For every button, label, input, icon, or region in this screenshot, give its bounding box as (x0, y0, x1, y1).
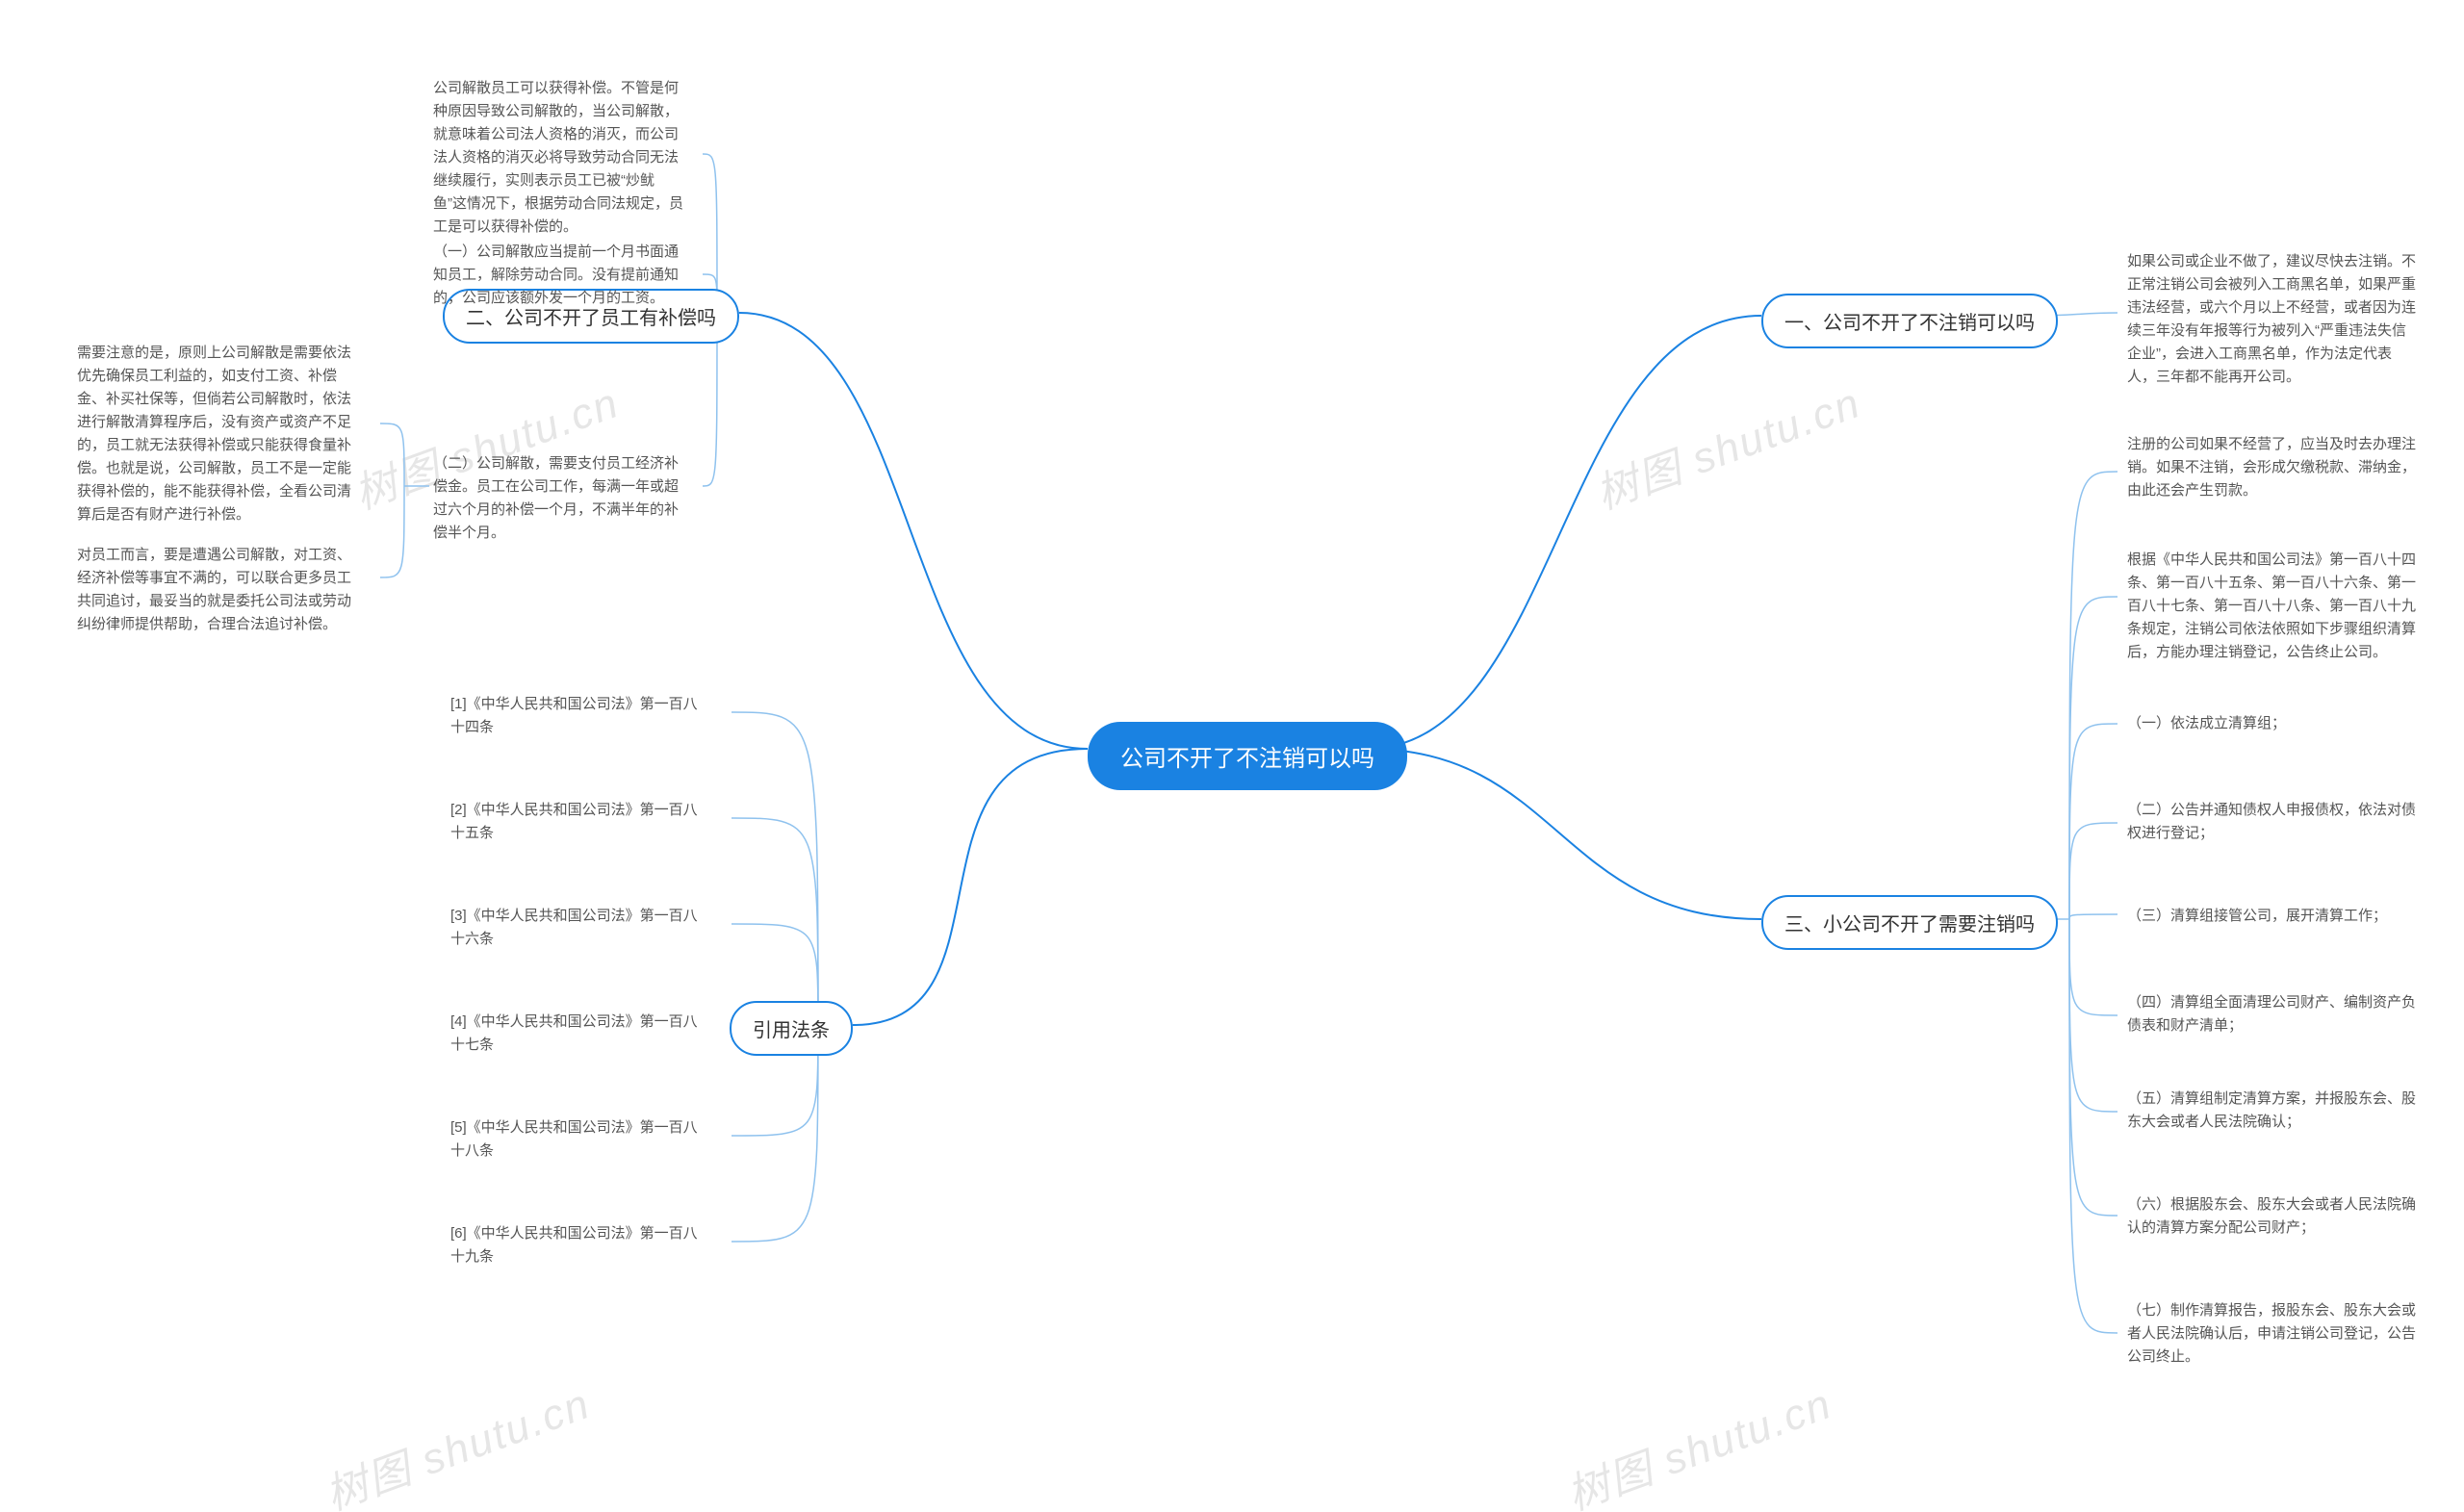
leaf-b4-4: [5]《中华人民共和国公司法》第一百八十八条 (450, 1116, 701, 1163)
watermark: 树图 shutu.cn (1557, 1370, 1839, 1512)
branch-node-1[interactable]: 一、公司不开了不注销可以吗 (1761, 294, 2058, 348)
leaf-b4-3: [4]《中华人民共和国公司法》第一百八十七条 (450, 1011, 701, 1057)
leaf-b3-7: （六）根据股东会、股东大会或者人民法院确认的清算方案分配公司财产； (2127, 1193, 2416, 1240)
leaf-b1-0: 如果公司或企业不做了，建议尽快去注销。不正常注销公司会被列入工商黑名单，如果严重… (2127, 250, 2416, 389)
watermark: 树图 shutu.cn (316, 1370, 598, 1512)
leaf-b2-1: （一）公司解散应当提前一个月书面通知员工，解除劳动合同。没有提前通知的，公司应该… (433, 241, 683, 310)
mindmap-center-node[interactable]: 公司不开了不注销可以吗 (1088, 722, 1407, 790)
leaf-b4-1: [2]《中华人民共和国公司法》第一百八十五条 (450, 799, 701, 845)
leaf-b4-2: [3]《中华人民共和国公司法》第一百八十六条 (450, 905, 701, 951)
leaf-b3-8: （七）制作清算报告，报股东会、股东大会或者人民法院确认后，申请注销公司登记，公告… (2127, 1299, 2416, 1369)
leaf-b4-0: [1]《中华人民共和国公司法》第一百八十四条 (450, 693, 701, 739)
branch-node-4[interactable]: 引用法条 (730, 1001, 853, 1056)
leaf-b3-3: （二）公告并通知债权人申报债权，依法对债权进行登记； (2127, 799, 2416, 845)
leaf-b3-6: （五）清算组制定清算方案，并报股东会、股东大会或者人民法院确认； (2127, 1088, 2416, 1134)
leaf-b2-0: 公司解散员工可以获得补偿。不管是何种原因导致公司解散的，当公司解散，就意味着公司… (433, 77, 683, 239)
leaf-b3-2: （一）依法成立清算组； (2127, 712, 2286, 735)
leaf-b4-5: [6]《中华人民共和国公司法》第一百八十九条 (450, 1222, 701, 1269)
leaf-b3-0: 注册的公司如果不经营了，应当及时去办理注销。如果不注销，会形成欠缴税款、滞纳金，… (2127, 433, 2416, 502)
branch-node-3[interactable]: 三、小公司不开了需要注销吗 (1761, 895, 2058, 950)
leaf-b3-4: （三）清算组接管公司，展开清算工作； (2127, 905, 2387, 928)
subleaf-b2-2-0: 需要注意的是，原则上公司解散是需要依法优先确保员工利益的，如支付工资、补偿金、补… (77, 342, 356, 526)
watermark: 树图 shutu.cn (1586, 369, 1868, 522)
leaf-b3-1: 根据《中华人民共和国公司法》第一百八十四条、第一百八十五条、第一百八十六条、第一… (2127, 549, 2416, 664)
leaf-b2-2: （二）公司解散，需要支付员工经济补偿金。员工在公司工作，每满一年或超过六个月的补… (433, 452, 683, 545)
subleaf-b2-2-1: 对员工而言，要是遭遇公司解散，对工资、经济补偿等事宜不满的，可以联合更多员工共同… (77, 544, 356, 636)
leaf-b3-5: （四）清算组全面清理公司财产、编制资产负债表和财产清单； (2127, 991, 2416, 1038)
